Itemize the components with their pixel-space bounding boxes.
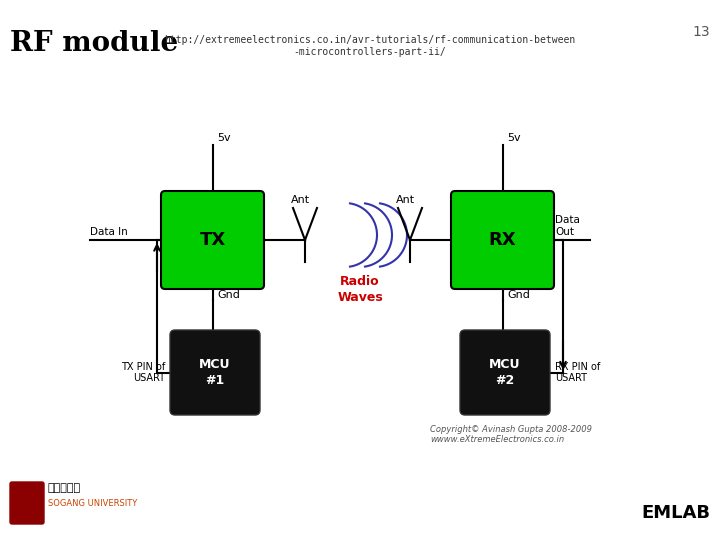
Text: RX: RX xyxy=(489,231,516,249)
Text: Gnd: Gnd xyxy=(508,290,531,300)
Text: http://extremeelectronics.co.in/avr-tutorials/rf-communication-between
-microcon: http://extremeelectronics.co.in/avr-tuto… xyxy=(164,35,575,57)
Text: Ant: Ant xyxy=(395,195,415,205)
FancyBboxPatch shape xyxy=(161,191,264,289)
Text: EMLAB: EMLAB xyxy=(641,504,710,522)
FancyBboxPatch shape xyxy=(170,330,260,415)
Text: Data In: Data In xyxy=(90,227,127,237)
Text: MCU
#1: MCU #1 xyxy=(199,358,230,387)
Text: TX: TX xyxy=(199,231,225,249)
Text: Gnd: Gnd xyxy=(217,290,240,300)
Text: Radio
Waves: Radio Waves xyxy=(337,275,383,304)
FancyBboxPatch shape xyxy=(460,330,550,415)
Text: SOGANG UNIVERSITY: SOGANG UNIVERSITY xyxy=(48,500,138,509)
Text: Data
Out: Data Out xyxy=(555,215,580,237)
FancyBboxPatch shape xyxy=(451,191,554,289)
Text: 5v: 5v xyxy=(217,133,231,143)
Text: TX PIN of
USART: TX PIN of USART xyxy=(121,362,165,383)
Text: 5v: 5v xyxy=(508,133,521,143)
FancyBboxPatch shape xyxy=(10,482,44,524)
Text: Copyright© Avinash Gupta 2008-2009
wwww.eXtremeElectronics.co.in: Copyright© Avinash Gupta 2008-2009 wwww.… xyxy=(430,425,592,444)
Text: RF module: RF module xyxy=(10,30,179,57)
Text: MCU
#2: MCU #2 xyxy=(490,358,521,387)
Text: RX PIN of
USART: RX PIN of USART xyxy=(555,362,600,383)
Text: Ant: Ant xyxy=(290,195,310,205)
Text: 서강대학교: 서강대학교 xyxy=(48,483,81,493)
Text: 13: 13 xyxy=(693,25,710,39)
